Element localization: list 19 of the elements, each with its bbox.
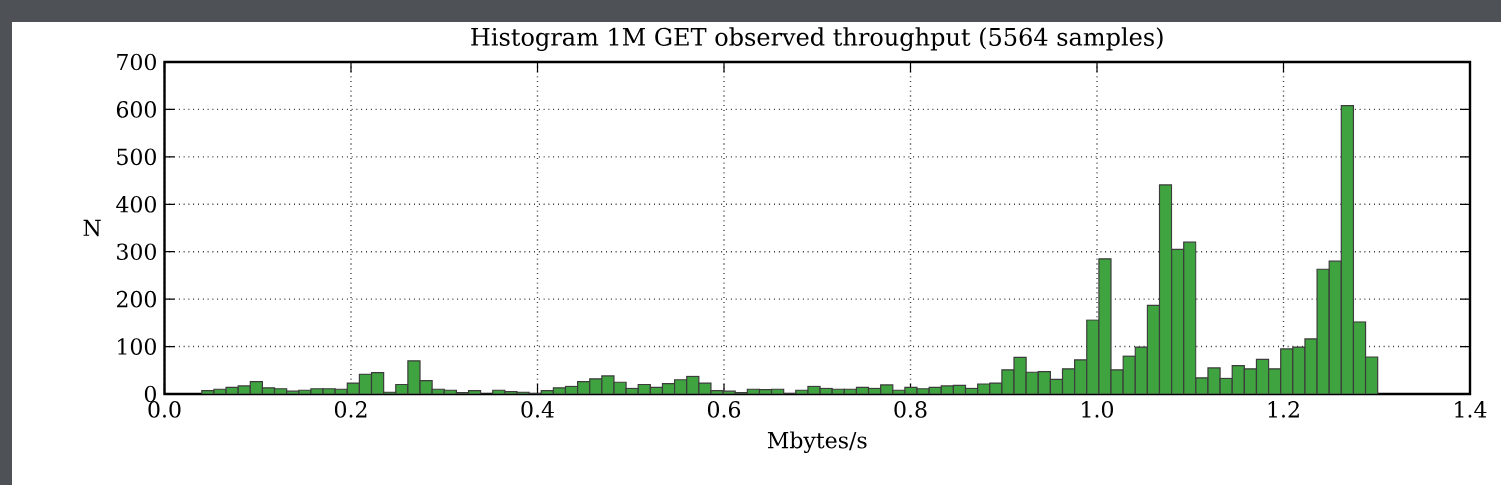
y-tick-label: 400 — [116, 195, 156, 213]
y-tick-label: 500 — [117, 148, 156, 166]
x-axis-title: Mbytes/s — [767, 431, 867, 454]
y-tick-label: 300 — [117, 243, 156, 261]
y-axis-title: N — [83, 219, 101, 237]
x-tick-label: 0.4 — [521, 401, 554, 418]
x-tick-label: 1.4 — [1455, 401, 1487, 418]
x-tick-label: 0.2 — [334, 401, 367, 418]
x-tick-label: 0.8 — [894, 401, 927, 418]
y-tick-label: 600 — [116, 101, 156, 118]
x-tick-label: 1.0 — [1082, 401, 1114, 418]
y-tick-label: 0 — [144, 385, 156, 403]
chart-title: Histogram 1M GET observed throughput (5564 samples) — [471, 27, 1163, 51]
y-tick-label: 700 — [117, 53, 156, 71]
y-tick-label: 200 — [116, 290, 156, 308]
x-tick-label: 0.6 — [707, 401, 741, 418]
y-tick-label: 100 — [118, 338, 156, 355]
x-tick-label: 1.2 — [1268, 401, 1299, 418]
x-tick-label: 0.0 — [148, 401, 181, 418]
